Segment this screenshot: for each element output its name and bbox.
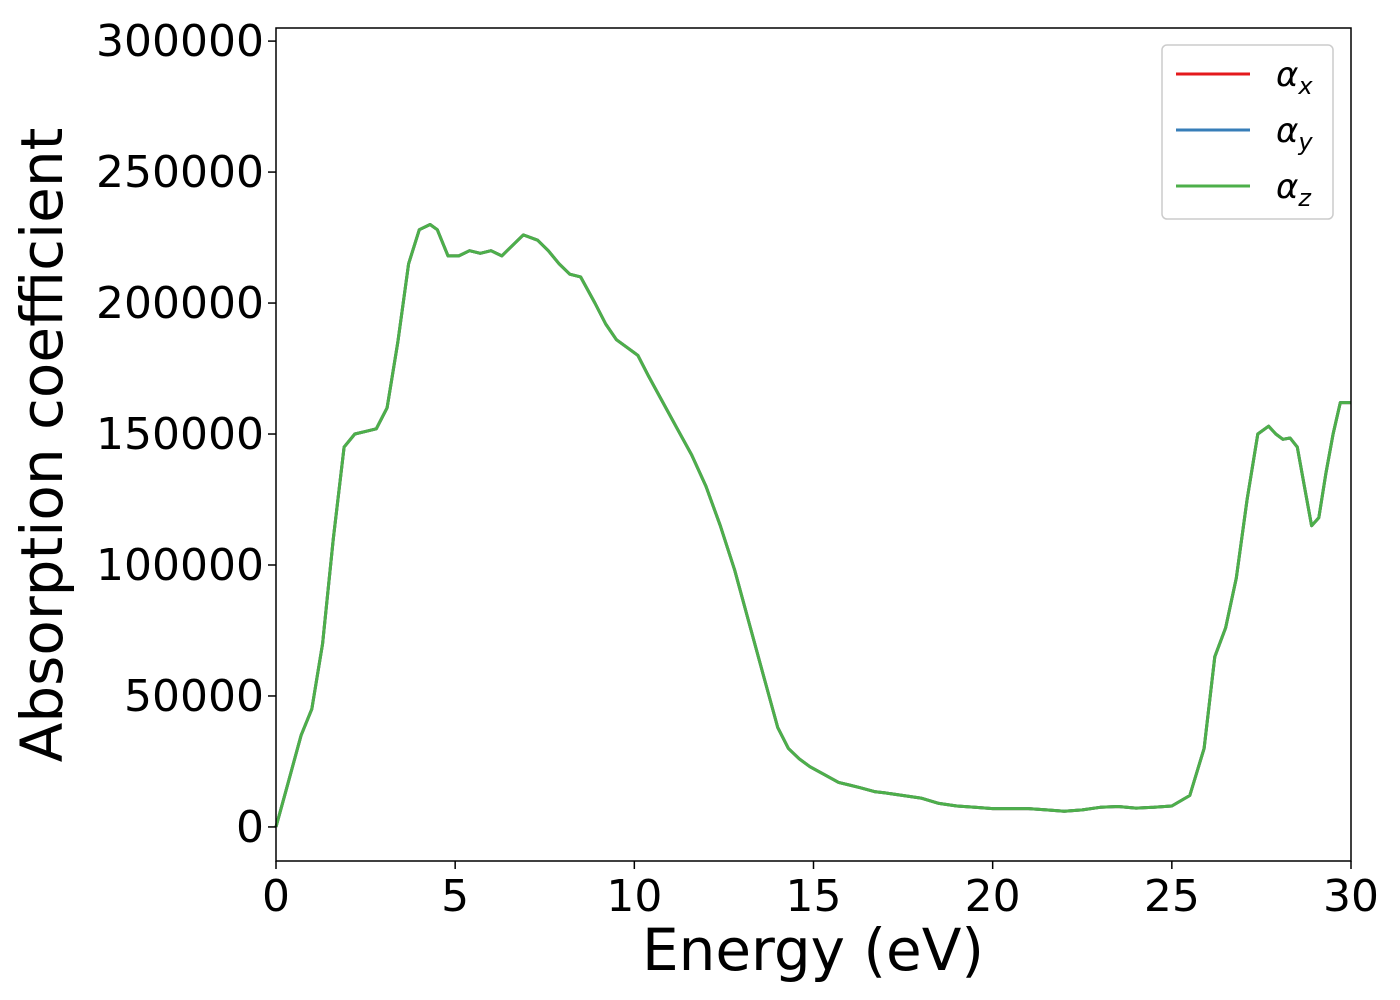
x-tick-label: 25 [1144, 871, 1200, 922]
x-tick-label: 0 [262, 871, 290, 922]
legend: αx αy αz [1161, 44, 1334, 220]
legend-label-y: αy [1276, 111, 1313, 156]
series-layer [274, 223, 1351, 828]
y-tick-label: 0 [236, 802, 264, 853]
y-axis-title: Absorption coefficient [8, 128, 76, 763]
x-tick-label: 5 [441, 871, 469, 922]
y-tick-label: 250000 [96, 147, 264, 198]
legend-label-x: αx [1276, 55, 1313, 100]
legend-label-z: αz [1276, 167, 1312, 212]
x-tick-label: 15 [786, 871, 842, 922]
x-tick-label: 20 [965, 871, 1021, 922]
y-tick-label: 300000 [96, 16, 264, 67]
series-line-2 [274, 223, 1351, 828]
y-tick-label: 100000 [96, 540, 264, 591]
y-axis-ticks: 0 50000 100000 150000 200000 250000 300000 [96, 16, 276, 853]
y-tick-label: 150000 [96, 409, 264, 460]
x-tick-label: 30 [1323, 871, 1379, 922]
y-tick-label: 200000 [96, 278, 264, 329]
x-axis-ticks: 0 5 10 15 20 25 30 [262, 861, 1379, 922]
series-line-1 [274, 223, 1351, 828]
y-tick-label: 50000 [124, 671, 264, 722]
x-axis-title: Energy (eV) [642, 916, 984, 984]
x-tick-label: 10 [606, 871, 662, 922]
legend-box [1161, 44, 1334, 220]
series-line-3 [274, 223, 1351, 828]
